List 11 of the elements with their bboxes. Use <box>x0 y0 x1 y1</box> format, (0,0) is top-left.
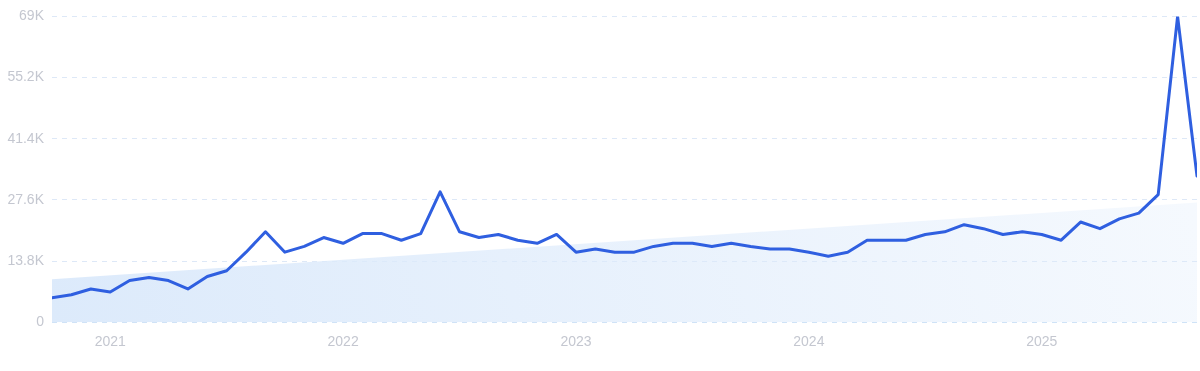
y-tick-label: 0 <box>36 313 45 330</box>
y-tick-label: 13.8K <box>7 251 45 268</box>
x-tick-label: 2023 <box>560 333 592 350</box>
x-tick-label: 2024 <box>793 333 825 350</box>
x-tick-label: 2022 <box>327 333 359 350</box>
y-tick-label: 69K <box>19 7 45 24</box>
y-tick-label: 27.6K <box>7 190 45 207</box>
x-tick-label: 2025 <box>1026 333 1058 350</box>
x-tick-label: 2021 <box>94 333 126 350</box>
y-tick-label: 55.2K <box>7 68 45 85</box>
y-tick-label: 41.4K <box>7 129 45 146</box>
